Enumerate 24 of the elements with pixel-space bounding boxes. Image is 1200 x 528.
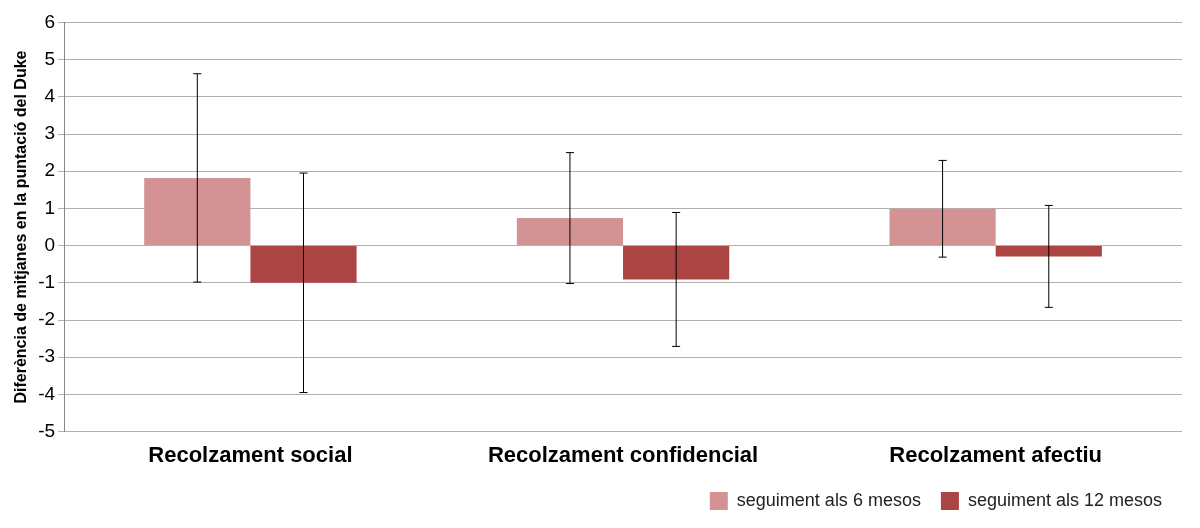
- bar: [623, 246, 730, 280]
- y-tick-label: -4: [38, 382, 56, 404]
- legend-label: seguiment als 6 mesos: [736, 489, 921, 510]
- y-tick-label: 2: [44, 159, 56, 181]
- legend-label: seguiment als 12 mesos: [967, 489, 1163, 510]
- bar: [144, 177, 251, 246]
- y-tick-label: 3: [44, 122, 56, 144]
- bar: [250, 246, 357, 283]
- bar: [516, 218, 624, 246]
- bar: [889, 208, 996, 246]
- y-tick-label: 4: [44, 85, 56, 107]
- x-tick-label: Recolzament social: [148, 441, 353, 467]
- y-tick-label: -3: [38, 345, 56, 367]
- y-tick-label: 6: [44, 10, 56, 32]
- bar: [995, 246, 1102, 257]
- y-tick-label: 0: [44, 233, 56, 255]
- y-tick-label: -1: [38, 271, 56, 293]
- y-tick-label: 1: [44, 196, 56, 218]
- y-tick-label: -2: [38, 308, 56, 330]
- y-tick-label: 5: [44, 47, 56, 69]
- x-tick-label: Recolzament afectiu: [889, 441, 1103, 467]
- y-tick-label: -5: [38, 419, 56, 441]
- x-tick-label: Recolzament confidencial: [487, 441, 759, 467]
- y-axis-title: Diferència de mitjanes en la puntació del Duke: [12, 50, 30, 404]
